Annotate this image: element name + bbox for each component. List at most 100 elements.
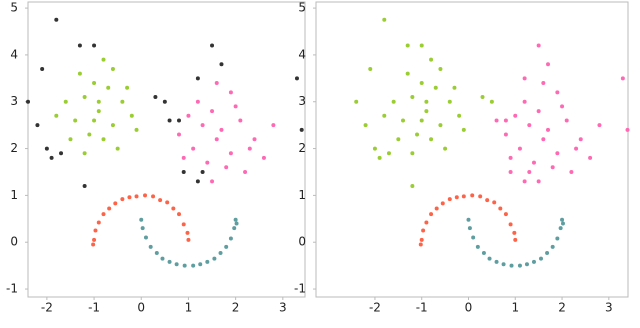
point <box>487 256 492 261</box>
x-tick-label: -1 <box>416 301 428 315</box>
point <box>92 237 97 242</box>
point <box>524 262 529 267</box>
point <box>470 193 475 198</box>
point <box>151 194 156 199</box>
point <box>522 179 527 184</box>
point <box>92 118 97 123</box>
point <box>101 212 106 217</box>
x-tick-label: 0 <box>137 301 145 315</box>
point <box>467 226 472 231</box>
point <box>96 220 101 225</box>
plot-area <box>315 1 629 298</box>
point <box>73 118 78 123</box>
point <box>92 43 97 48</box>
point <box>82 184 87 189</box>
point <box>368 66 373 71</box>
point <box>372 146 377 151</box>
point <box>143 235 148 240</box>
point <box>101 57 106 62</box>
point <box>181 222 186 227</box>
point <box>195 99 200 104</box>
point <box>489 99 494 104</box>
point <box>410 151 415 156</box>
point <box>247 146 252 151</box>
point <box>218 250 223 255</box>
point <box>424 99 429 104</box>
x-tick-label: 1 <box>185 301 193 315</box>
point <box>106 85 111 90</box>
point <box>186 113 191 118</box>
point <box>391 99 396 104</box>
point <box>531 259 536 264</box>
point <box>153 95 158 100</box>
point <box>87 132 92 137</box>
point <box>382 17 387 22</box>
point <box>174 262 179 267</box>
y-tick-label: 0 <box>298 235 306 249</box>
point <box>232 226 237 231</box>
y-tick-label: 0 <box>10 235 18 249</box>
point <box>234 221 239 226</box>
point <box>162 99 167 104</box>
point <box>471 235 476 240</box>
point <box>480 95 485 100</box>
point <box>113 201 118 206</box>
point <box>498 206 503 211</box>
point <box>120 99 125 104</box>
point <box>214 137 219 142</box>
point <box>110 123 115 128</box>
point <box>35 123 40 128</box>
point <box>440 201 445 206</box>
point <box>93 228 98 233</box>
point <box>531 160 536 165</box>
point <box>503 118 508 123</box>
point <box>107 206 112 211</box>
point <box>181 155 186 160</box>
point <box>503 132 508 137</box>
point <box>538 256 543 261</box>
point <box>181 169 186 174</box>
point <box>77 43 82 48</box>
point <box>466 217 471 222</box>
point <box>418 242 423 247</box>
point <box>508 169 513 174</box>
point <box>555 90 560 95</box>
point <box>588 155 593 160</box>
point <box>177 118 182 123</box>
point <box>210 179 215 184</box>
point <box>555 236 560 241</box>
point <box>481 250 486 255</box>
point <box>212 256 217 261</box>
point <box>410 184 415 189</box>
point <box>513 237 518 242</box>
plot-area <box>27 1 306 298</box>
point <box>509 263 514 268</box>
point <box>82 151 87 156</box>
y-tick-label: 3 <box>10 94 18 108</box>
point <box>424 220 429 225</box>
point <box>452 85 457 90</box>
point <box>419 237 424 242</box>
point <box>91 242 96 247</box>
point <box>143 193 148 198</box>
point <box>110 66 115 71</box>
point <box>508 155 513 160</box>
point <box>228 236 233 241</box>
point <box>501 262 506 267</box>
point <box>419 81 424 86</box>
y-tick-label: 1 <box>298 188 306 202</box>
point <box>478 194 483 199</box>
x-tick-label: 3 <box>279 301 287 315</box>
point <box>541 137 546 142</box>
point <box>205 160 210 165</box>
point <box>494 259 499 264</box>
point <box>219 62 224 67</box>
point <box>59 151 64 156</box>
point <box>148 244 153 249</box>
y-tick-label: 1 <box>10 188 18 202</box>
y-tick-label: 5 <box>10 1 18 15</box>
point <box>569 169 574 174</box>
point <box>115 146 120 151</box>
y-tick-label: -1 <box>294 282 306 296</box>
